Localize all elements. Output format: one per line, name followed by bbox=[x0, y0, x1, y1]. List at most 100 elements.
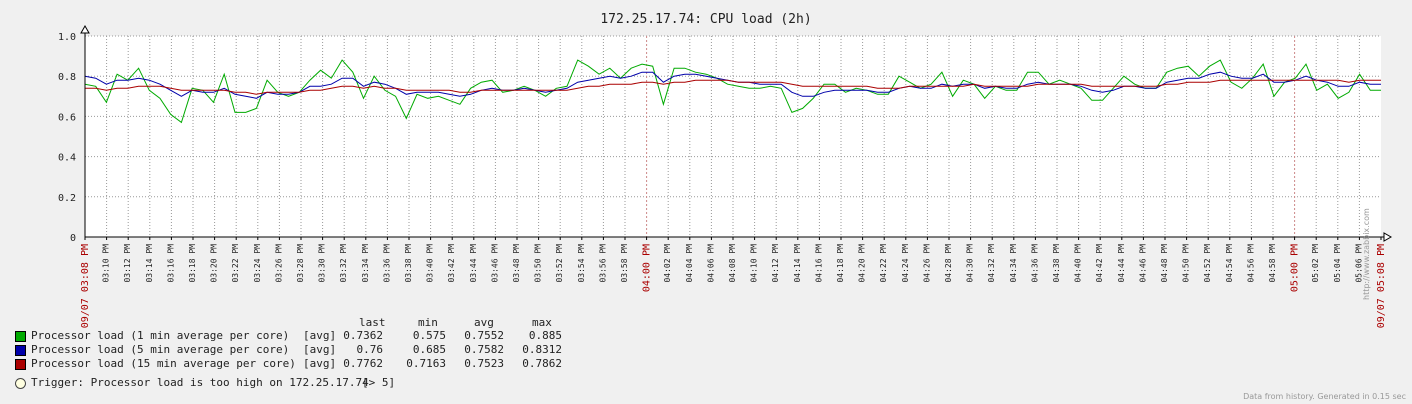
y-tick-label: 0.4 bbox=[58, 153, 76, 164]
x-tick-label: 04:16 PM bbox=[814, 244, 823, 283]
legend-min: 0.7163 bbox=[406, 357, 446, 370]
x-tick-label: 03:28 PM bbox=[296, 244, 305, 283]
y-tick-label: 0.8 bbox=[58, 72, 76, 83]
legend-swatch-green bbox=[15, 331, 26, 342]
chart-title: 172.25.17.74: CPU load (2h) bbox=[600, 12, 811, 27]
x-tick-label: 03:34 PM bbox=[361, 244, 370, 283]
x-tick-label: 04:20 PM bbox=[858, 244, 867, 283]
x-tick-label: 04:26 PM bbox=[922, 244, 931, 283]
grid bbox=[85, 35, 1381, 237]
x-tick-label: 05:06 PM bbox=[1354, 244, 1363, 283]
x-tick-label: 03:36 PM bbox=[382, 244, 391, 283]
legend-label: Processor load (5 min average per core) bbox=[31, 343, 290, 356]
y-axis-arrow bbox=[80, 24, 90, 34]
x-tick-label: 03:46 PM bbox=[490, 244, 499, 283]
x-tick-label: 04:46 PM bbox=[1138, 244, 1147, 283]
x-tick-label: 03:40 PM bbox=[426, 244, 435, 283]
x-tick-label: 03:44 PM bbox=[469, 244, 478, 283]
watermark: http://www.zabbix.com bbox=[1362, 208, 1371, 300]
x-tick-label: 05:04 PM bbox=[1333, 244, 1342, 283]
x-axis-arrow bbox=[1383, 232, 1393, 242]
x-tick-label: 03:26 PM bbox=[274, 244, 283, 283]
x-axis-labels: 09/07 03:08 PM 03:10 PM 03:12 PM 03:14 PM 03… bbox=[80, 244, 1387, 328]
legend-min: 0.685 bbox=[412, 343, 446, 356]
x-tick-label: 04:06 PM bbox=[706, 244, 715, 283]
x-tick-label: 04:44 PM bbox=[1117, 244, 1126, 283]
x-tick-label: 03:50 PM bbox=[534, 244, 543, 283]
x-tick-label: 03:22 PM bbox=[231, 244, 240, 283]
x-tick-label: 04:56 PM bbox=[1246, 244, 1255, 283]
legend-func: [avg] bbox=[303, 357, 337, 370]
x-tick-label: 03:48 PM bbox=[512, 244, 521, 283]
x-tick-label: 03:42 PM bbox=[447, 244, 456, 283]
x-tick-label: 04:04 PM bbox=[685, 244, 694, 283]
axes bbox=[80, 24, 1393, 242]
legend-header-last: last bbox=[359, 316, 386, 329]
x-tick-label: 04:30 PM bbox=[966, 244, 975, 283]
legend-avg: 0.7582 bbox=[464, 343, 504, 356]
x-tick-label: 03:14 PM bbox=[145, 244, 154, 283]
x-tick-label: 03:32 PM bbox=[339, 244, 348, 283]
legend-min: 0.575 bbox=[412, 329, 446, 342]
y-tick-label: 0.6 bbox=[58, 112, 76, 123]
x-tick-label: 04:34 PM bbox=[1009, 244, 1018, 283]
x-tick-label: 03:16 PM bbox=[166, 244, 175, 283]
x-tick-label: 09/07 03:08 PM bbox=[80, 244, 91, 328]
legend-header-avg: avg bbox=[474, 316, 494, 329]
x-tick-label: 04:22 PM bbox=[879, 244, 888, 283]
x-tick-label: 04:18 PM bbox=[836, 244, 845, 283]
legend-label: Processor load (15 min average per core) bbox=[31, 357, 296, 370]
x-tick-label: 09/07 05:08 PM bbox=[1376, 244, 1387, 328]
x-tick-label: 03:30 PM bbox=[318, 244, 327, 283]
legend-func: [avg] bbox=[303, 329, 337, 342]
legend-avg: 0.7552 bbox=[464, 329, 504, 342]
legend-last: 0.7762 bbox=[343, 357, 383, 370]
x-tick-label: 03:52 PM bbox=[555, 244, 564, 283]
x-tick-label: 04:32 PM bbox=[987, 244, 996, 283]
footer-note: Data from history. Generated in 0.15 sec bbox=[1243, 392, 1406, 401]
legend-label: Processor load (1 min average per core) bbox=[31, 329, 290, 342]
x-tick-label: 04:42 PM bbox=[1095, 244, 1104, 283]
trigger-icon bbox=[15, 378, 26, 389]
trigger-label: Trigger: Processor load is too high on 1… bbox=[31, 376, 369, 389]
x-tick-label: 05:00 PM bbox=[1290, 244, 1301, 292]
x-tick-label: 03:18 PM bbox=[188, 244, 197, 283]
legend-header-max: max bbox=[532, 316, 552, 329]
x-tick-label: 03:56 PM bbox=[598, 244, 607, 283]
x-tick-label: 04:28 PM bbox=[944, 244, 953, 283]
x-tick-label: 04:12 PM bbox=[771, 244, 780, 283]
legend-header-min: min bbox=[418, 316, 438, 329]
y-tick-label: 0.2 bbox=[58, 193, 76, 204]
legend-max: 0.7862 bbox=[522, 357, 562, 370]
x-tick-label: 04:50 PM bbox=[1182, 244, 1191, 283]
series-line bbox=[85, 79, 1381, 95]
x-tick-label: 03:12 PM bbox=[123, 244, 132, 283]
x-tick-label: 03:20 PM bbox=[210, 244, 219, 283]
x-tick-label: 03:10 PM bbox=[102, 244, 111, 283]
x-tick-label: 04:08 PM bbox=[728, 244, 737, 283]
x-tick-label: 04:38 PM bbox=[1052, 244, 1061, 283]
x-tick-label: 03:54 PM bbox=[577, 244, 586, 283]
x-tick-label: 04:02 PM bbox=[663, 244, 672, 283]
legend-max: 0.8312 bbox=[522, 343, 562, 356]
legend-max: 0.885 bbox=[528, 329, 562, 342]
x-tick-label: 04:14 PM bbox=[793, 244, 802, 283]
series-line bbox=[84, 59, 1381, 124]
trigger-condition: [> 5] bbox=[362, 376, 396, 389]
x-tick-label: 04:54 PM bbox=[1225, 244, 1234, 283]
x-tick-label: 04:36 PM bbox=[1030, 244, 1039, 283]
x-tick-label: 04:00 PM bbox=[642, 244, 653, 292]
x-tick-label: 03:24 PM bbox=[253, 244, 262, 283]
legend-last: 0.7362 bbox=[343, 329, 383, 342]
x-tick-label: 03:58 PM bbox=[620, 244, 629, 283]
y-axis-labels: 0 0.2 0.4 0.6 0.8 1.0 bbox=[58, 32, 76, 244]
legend-swatch-red bbox=[15, 359, 26, 370]
x-tick-label: 05:02 PM bbox=[1311, 244, 1320, 283]
x-tick-label: 04:48 PM bbox=[1160, 244, 1169, 283]
series-lines bbox=[84, 59, 1381, 124]
legend-avg: 0.7523 bbox=[464, 357, 504, 370]
x-tick-label: 04:40 PM bbox=[1074, 244, 1083, 283]
y-tick-label: 1.0 bbox=[58, 32, 76, 43]
x-tick-label: 04:24 PM bbox=[901, 244, 910, 283]
